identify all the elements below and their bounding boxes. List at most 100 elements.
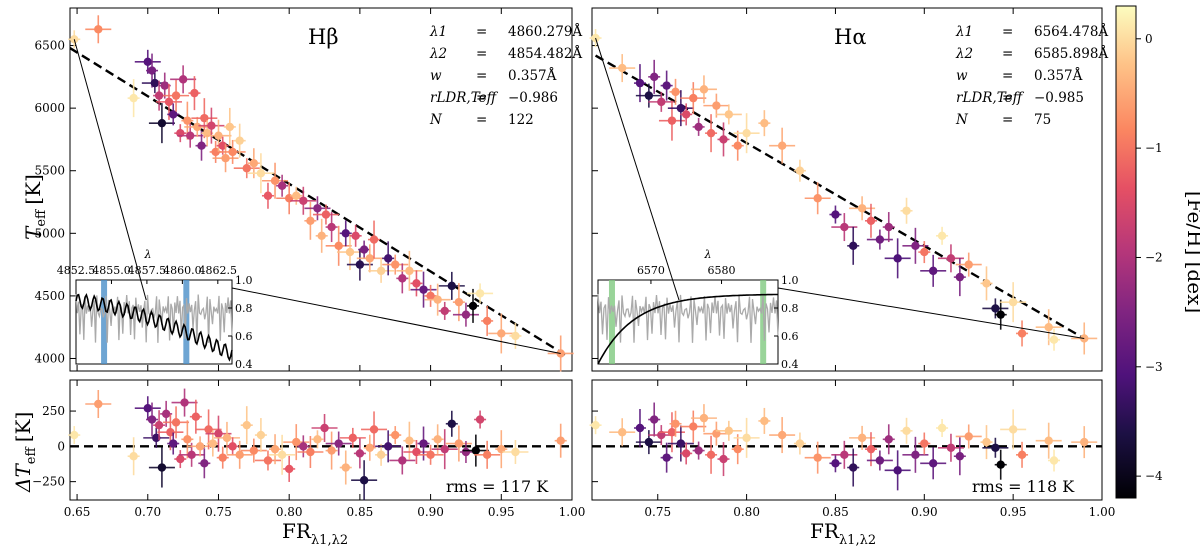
data-point: [321, 210, 331, 219]
data-point: [334, 439, 343, 448]
data-point: [928, 266, 938, 276]
x-tick-label: 0.70: [134, 505, 161, 519]
data-point: [359, 245, 369, 254]
hbeta-x-axis-label: FRλ1,λ2: [282, 519, 348, 548]
data-point: [840, 222, 849, 232]
info-value: −0.986: [508, 90, 558, 106]
y-axis-label-top-sub: eff: [34, 208, 49, 227]
data-point: [412, 279, 421, 288]
data-point: [154, 91, 164, 100]
inset-x-tick-label: 6580: [708, 264, 736, 277]
data-point: [866, 444, 876, 454]
colorbar-ticks: 0 −1 −2 −3 −4: [1136, 32, 1163, 483]
halpha-x-label-sub: λ1,λ2: [839, 533, 876, 548]
inset-x-tick-label: 4852.5: [57, 264, 96, 277]
data-point: [147, 415, 157, 424]
data-point: [440, 444, 449, 454]
data-point: [383, 254, 393, 263]
data-point: [671, 87, 680, 97]
data-point: [369, 235, 379, 244]
data-point: [475, 415, 485, 424]
data-point: [263, 191, 273, 200]
data-point: [154, 420, 164, 430]
colorbar: [1115, 5, 1137, 499]
data-point: [946, 443, 956, 452]
data-point: [292, 191, 301, 200]
data-point: [327, 446, 336, 455]
data-point: [618, 428, 627, 437]
data-point: [875, 456, 885, 465]
data-point: [795, 439, 805, 448]
y-tick-label: 6000: [34, 101, 65, 115]
data-point: [1080, 437, 1089, 447]
y-tick-label: 6500: [34, 39, 65, 53]
data-point: [955, 452, 965, 461]
data-point: [884, 222, 893, 232]
data-point: [671, 419, 680, 428]
data-point: [902, 426, 911, 436]
inset-connector: [777, 287, 1085, 339]
data-point: [256, 430, 266, 440]
data-point: [70, 430, 79, 440]
halpha-panel: λ1 = 6564.478Å λ2 = 6585.898Å w = 0.357Å rLDR,Tef…: [589, 8, 1108, 371]
data-point: [161, 409, 171, 419]
inset-y-tick-label: 0.4: [781, 358, 799, 371]
data-point: [355, 260, 365, 269]
data-point: [320, 423, 329, 433]
data-point: [706, 450, 716, 460]
data-point: [644, 91, 654, 100]
data-point: [699, 85, 709, 94]
halpha-residual-frame: [591, 379, 1103, 501]
info-symbol: N: [429, 112, 443, 128]
data-point: [964, 432, 973, 441]
data-point: [795, 166, 805, 175]
data-point: [556, 436, 565, 445]
colorbar-tick-label: −2: [1145, 250, 1163, 264]
data-point: [511, 447, 520, 457]
data-point: [1049, 456, 1059, 465]
data-point: [946, 254, 956, 263]
inset-x-tick-label: 4862.5: [199, 264, 238, 277]
y-axis-label-top: Teff [K]: [21, 174, 49, 240]
colorbar-label: [Fe/H] [dex]: [1183, 191, 1200, 313]
inset-connector: [73, 39, 147, 301]
hbeta-x-label-main: FR: [282, 519, 312, 543]
data-point: [178, 75, 188, 84]
data-point: [235, 450, 244, 460]
fit-line: [594, 54, 1085, 340]
inset-x-label: λ: [144, 248, 152, 261]
data-point: [649, 415, 659, 424]
inset-highlight-band: [760, 280, 767, 364]
data-point: [180, 398, 189, 407]
inset-y-tick-label: 0.6: [781, 330, 799, 343]
data-point: [171, 91, 181, 100]
data-point: [991, 304, 1000, 313]
data-point: [447, 281, 457, 291]
data-point: [143, 57, 152, 67]
y-axis-label-bottom: ΔTeff [K]: [11, 412, 39, 493]
data-point: [222, 433, 232, 443]
data-point: [831, 210, 840, 219]
data-point: [813, 453, 822, 462]
x-tick-label: 0.75: [205, 505, 232, 519]
data-point: [419, 285, 428, 294]
inset-x-tick-label: 4860.0: [163, 264, 202, 277]
colorbar-tick-label: 0: [1145, 32, 1153, 46]
info-equals: =: [476, 112, 487, 128]
data-point: [129, 452, 138, 461]
data-point: [482, 316, 492, 326]
inset-highlight-band: [101, 280, 108, 364]
info-symbol: λ2: [429, 46, 447, 62]
data-point: [447, 419, 457, 428]
data-point: [657, 97, 666, 107]
data-point: [676, 103, 686, 113]
info-symbol: w: [956, 68, 968, 84]
data-point: [242, 420, 251, 430]
x-tick-label: 0.80: [733, 505, 760, 519]
data-point: [681, 110, 691, 119]
colorbar-tick-label: −3: [1145, 360, 1163, 374]
data-point: [649, 72, 659, 82]
info-symbol: λ1: [955, 24, 973, 40]
info-equals: =: [476, 68, 487, 84]
halpha-residual-panel: 0.75 0.80 0.85 0.90 0.95 1.00: [589, 380, 1115, 519]
